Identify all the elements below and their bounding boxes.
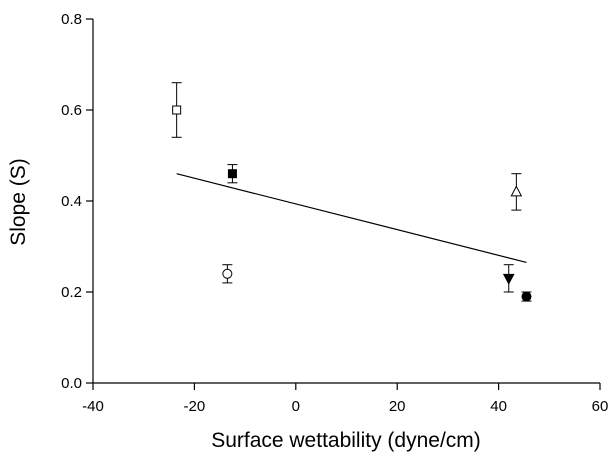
- y-ticks: 0.0 0.2 0.4 0.6 0.8: [61, 11, 93, 392]
- regression-line-group: [176, 173, 527, 264]
- x-ticks: -40 -20 0 20 40 60: [82, 383, 608, 415]
- marker-circle: [222, 268, 233, 279]
- data-point: [227, 164, 238, 184]
- data-point: [222, 264, 233, 284]
- y-tick-label: 0.6: [61, 102, 82, 119]
- x-tick-label: -40: [82, 398, 104, 415]
- data-point: [510, 173, 523, 211]
- y-tick-label: 0.4: [61, 193, 82, 210]
- data-point: [502, 264, 515, 293]
- plot-axes: [92, 19, 600, 384]
- x-tick-label: -20: [184, 398, 206, 415]
- y-tick-label: 0.0: [61, 375, 82, 392]
- y-axis-title: Slope (S): [7, 158, 30, 246]
- x-tick-label: 20: [389, 398, 406, 415]
- marker-square: [172, 105, 182, 115]
- x-tick-label: 40: [490, 398, 507, 415]
- marker-square: [227, 169, 237, 179]
- data-point: [171, 82, 182, 138]
- x-tick-label: 0: [292, 398, 300, 415]
- x-tick-label: 60: [592, 398, 609, 415]
- y-tick-label: 0.8: [61, 11, 82, 28]
- marker-circle: [521, 291, 532, 302]
- marker-triangle-down: [502, 273, 515, 285]
- data-points: [171, 82, 532, 302]
- y-tick-label: 0.2: [61, 284, 82, 301]
- data-point: [521, 291, 532, 302]
- marker-triangle-up: [510, 185, 523, 197]
- regression-line: [176, 173, 527, 264]
- x-axis-title: Surface wettability (dyne/cm): [211, 429, 481, 452]
